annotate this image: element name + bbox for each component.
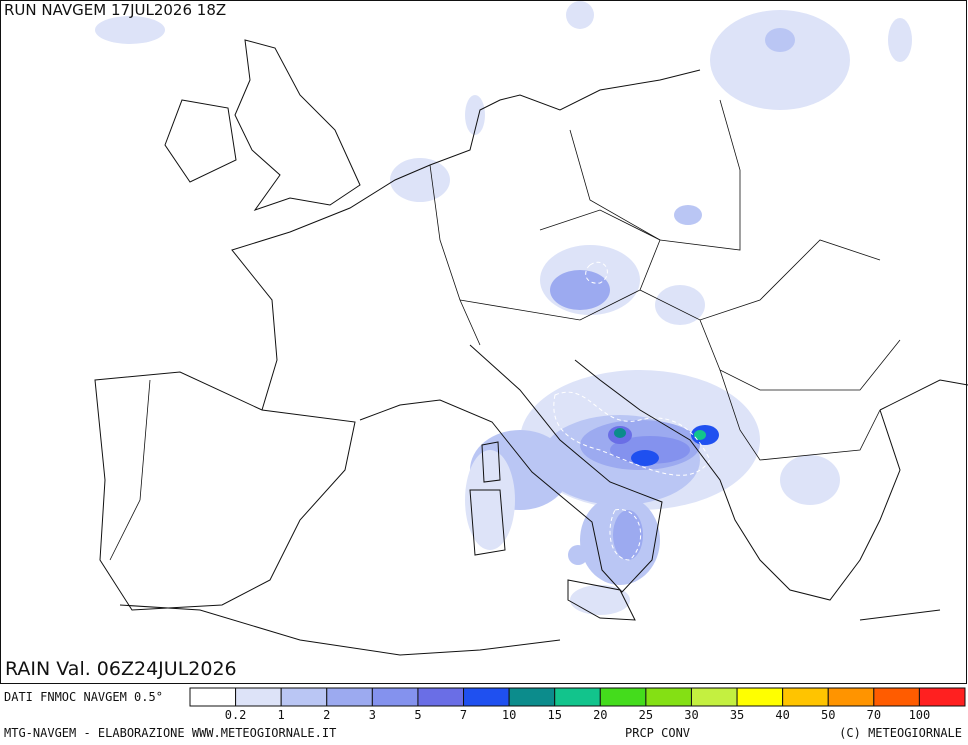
- coastlines: [94, 39, 968, 656]
- scale-label: 10: [502, 708, 516, 722]
- color-box: [326, 687, 373, 707]
- scale-label: 40: [775, 708, 789, 722]
- rain-area: [570, 585, 630, 615]
- rain-area: [465, 450, 515, 550]
- product: PRCP CONV: [625, 726, 690, 740]
- rain-area: [95, 16, 165, 44]
- rain-area: [614, 428, 626, 438]
- rain-area: [566, 1, 594, 29]
- rain-area: [694, 430, 706, 440]
- scale-label: 50: [821, 708, 835, 722]
- scale-label: 5: [414, 708, 421, 722]
- scale-label: 15: [547, 708, 561, 722]
- precipitation: [95, 1, 912, 615]
- color-box: [690, 687, 738, 707]
- borders: [109, 99, 901, 561]
- map: RUN NAVGEM 17JUL2026 18Z RAIN Val. 06Z24…: [0, 0, 968, 684]
- color-box: [554, 687, 601, 707]
- scale-label: 1: [278, 708, 285, 722]
- scale-label: 20: [593, 708, 607, 722]
- scale-label: 70: [867, 708, 881, 722]
- color-box: [782, 687, 829, 707]
- color-box: [645, 687, 692, 707]
- scale-label: 0.2: [225, 708, 247, 722]
- rain-area: [888, 18, 912, 62]
- scale-label: 2: [323, 708, 330, 722]
- rain-area: [568, 545, 588, 565]
- color-box: [235, 687, 282, 707]
- rain-area: [674, 205, 702, 225]
- credit: MTG-NAVGEM - ELABORAZIONE WWW.METEOGIORN…: [4, 726, 336, 740]
- copyright: (C) METEOGIORNALE: [839, 726, 962, 740]
- run-label: RUN NAVGEM 17JUL2026 18Z: [4, 1, 226, 19]
- scale-label: 100: [909, 708, 931, 722]
- color-box: [873, 687, 920, 707]
- rain-area: [610, 436, 690, 464]
- scale-label: 35: [730, 708, 744, 722]
- rain-area: [465, 95, 485, 135]
- rain-area: [631, 450, 659, 466]
- map-frame: [0, 0, 967, 684]
- color-scale: 0.2 1 2 3 5 7 10 15 20 25 30 35 40 50 70 100: [189, 687, 966, 722]
- color-box: [371, 687, 419, 707]
- color-box: [736, 687, 784, 707]
- rain-area: [780, 455, 840, 505]
- rain-area: [655, 285, 705, 325]
- color-box: [417, 687, 465, 707]
- scale-label: 30: [684, 708, 698, 722]
- color-box: [508, 687, 556, 707]
- color-box: [918, 687, 966, 707]
- scale-label: 25: [639, 708, 653, 722]
- color-box: [280, 687, 328, 707]
- color-box: [463, 687, 510, 707]
- source-label: DATI FNMOC NAVGEM 0.5°: [4, 690, 163, 704]
- valid-label: RAIN Val. 06Z24JUL2026: [5, 658, 237, 680]
- color-box: [189, 687, 237, 707]
- rain-area: [710, 10, 850, 110]
- rain-area: [390, 158, 450, 202]
- scale-label: 3: [369, 708, 376, 722]
- rain-area: [765, 28, 795, 52]
- scale-label: 7: [460, 708, 467, 722]
- color-box: [827, 687, 875, 707]
- rain-area: [613, 510, 643, 560]
- rain-area: [550, 270, 610, 310]
- color-box: [599, 687, 647, 707]
